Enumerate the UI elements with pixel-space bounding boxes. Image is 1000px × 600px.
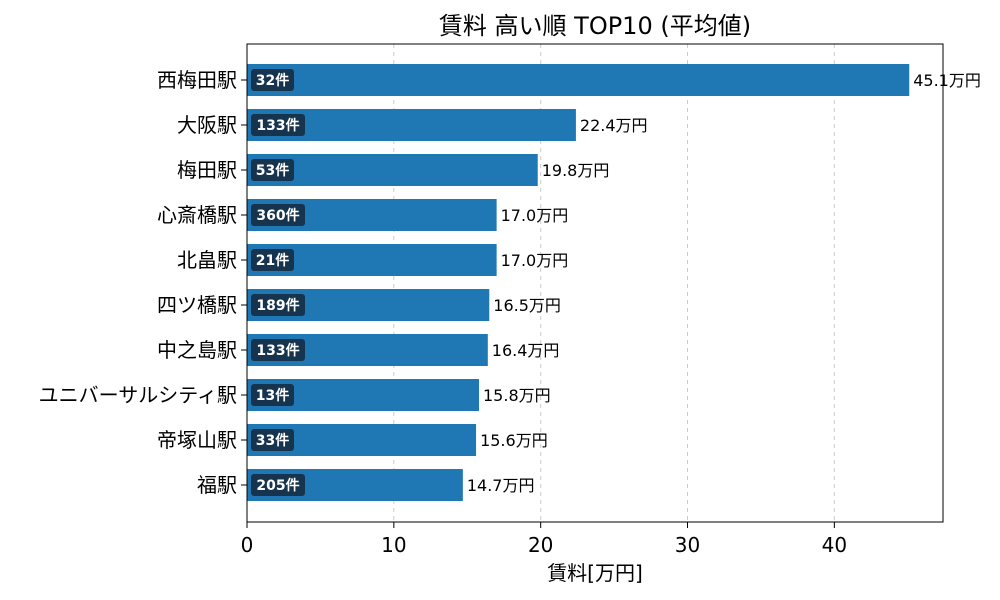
count-badge bbox=[251, 474, 305, 496]
bar-value-label: 14.7万円 bbox=[467, 476, 535, 495]
chart-title: 賃料 高い順 TOP10 (平均値) bbox=[439, 12, 751, 40]
y-category-label: 四ツ橋駅 bbox=[157, 293, 237, 317]
y-category-label: 福駅 bbox=[197, 473, 237, 497]
x-tick-label: 0 bbox=[241, 533, 254, 557]
count-badge-label: 133件 bbox=[256, 342, 299, 359]
count-badge bbox=[251, 204, 305, 226]
count-badge bbox=[251, 114, 305, 136]
bar-value-label: 17.0万円 bbox=[501, 206, 569, 225]
bar-value-label: 15.8万円 bbox=[483, 386, 551, 405]
count-badge bbox=[251, 249, 294, 271]
bar bbox=[247, 64, 910, 96]
x-tick-label: 30 bbox=[675, 533, 700, 557]
count-badge-label: 13件 bbox=[256, 387, 289, 404]
bar-value-label: 45.1万円 bbox=[913, 71, 981, 90]
count-badge bbox=[251, 384, 294, 406]
count-badge-label: 133件 bbox=[256, 117, 299, 134]
y-category-label: 西梅田駅 bbox=[157, 68, 237, 92]
y-category-label: 大阪駅 bbox=[177, 113, 237, 137]
count-badge bbox=[251, 339, 305, 361]
bar-value-label: 16.4万円 bbox=[492, 341, 560, 360]
y-category-label: 北畠駅 bbox=[177, 248, 237, 272]
bar-value-label: 17.0万円 bbox=[501, 251, 569, 270]
x-axis-label: 賃料[万円] bbox=[547, 561, 643, 585]
y-category-label: 中之島駅 bbox=[157, 338, 237, 362]
count-badge bbox=[251, 429, 294, 451]
bar-value-label: 22.4万円 bbox=[580, 116, 648, 135]
count-badge-label: 205件 bbox=[256, 477, 299, 494]
y-category-label: ユニバーサルシティ駅 bbox=[39, 383, 237, 407]
count-badge bbox=[251, 294, 305, 316]
plot-frame bbox=[246, 43, 944, 523]
count-badge bbox=[251, 159, 294, 181]
x-tick-label: 40 bbox=[822, 533, 847, 557]
bar bbox=[247, 154, 538, 186]
count-badge-label: 21件 bbox=[256, 252, 289, 269]
y-category-label: 心斎橋駅 bbox=[157, 203, 237, 227]
y-category-label: 帝塚山駅 bbox=[157, 428, 237, 452]
count-badge bbox=[251, 69, 294, 91]
x-axis: 0 10 20 30 40 bbox=[241, 522, 847, 557]
count-badge-label: 189件 bbox=[256, 297, 299, 314]
count-badge-label: 53件 bbox=[256, 162, 289, 179]
x-tick-label: 10 bbox=[381, 533, 406, 557]
bar-value-label: 15.6万円 bbox=[480, 431, 548, 450]
count-badge-label: 33件 bbox=[256, 432, 289, 449]
x-tick-label: 20 bbox=[528, 533, 553, 557]
count-badge-label: 32件 bbox=[256, 72, 289, 89]
count-badge-label: 360件 bbox=[256, 207, 299, 224]
y-axis: 西梅田駅大阪駅梅田駅心斎橋駅北畠駅四ツ橋駅中之島駅ユニバーサルシティ駅帝塚山駅福… bbox=[39, 68, 247, 497]
bar-value-label: 19.8万円 bbox=[542, 161, 610, 180]
bars-layer: 45.1万円 32件 22.4万円 133件 19.8万円 53件 17.0万円 360件 17… bbox=[247, 64, 981, 501]
y-category-label: 梅田駅 bbox=[177, 158, 237, 182]
bar-value-label: 16.5万円 bbox=[493, 296, 561, 315]
